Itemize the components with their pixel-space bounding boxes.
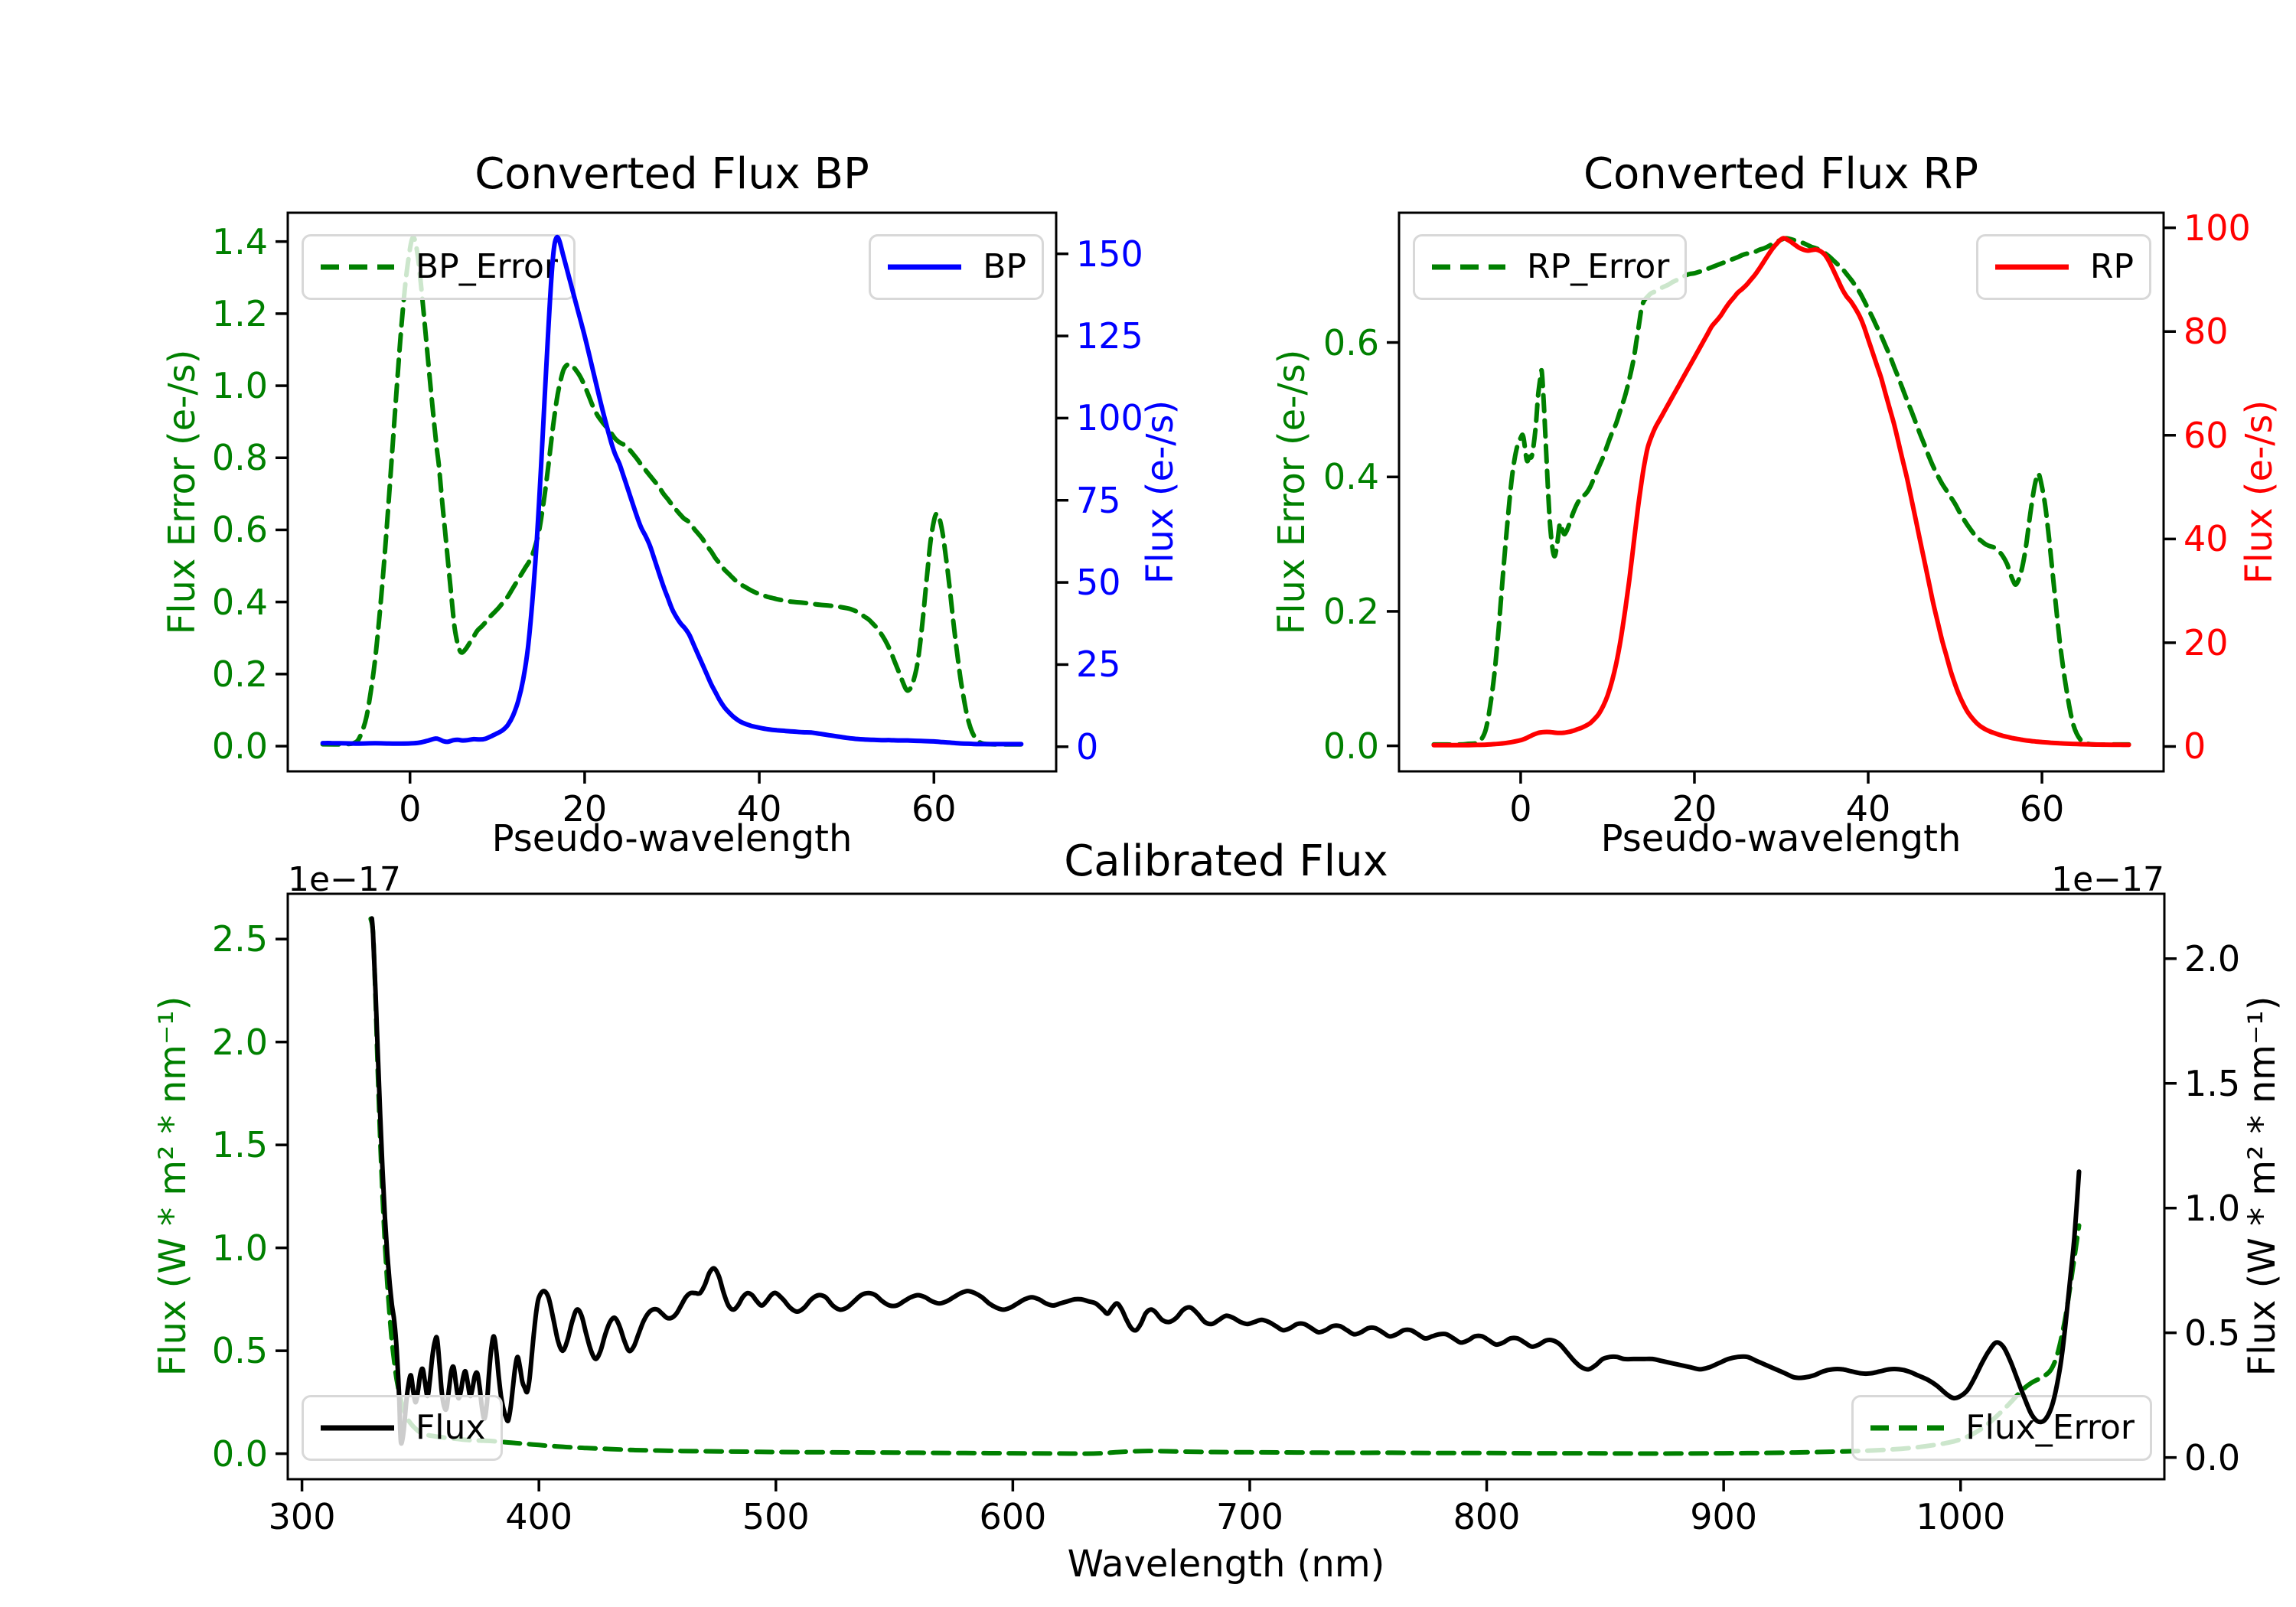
legend-rp: RP bbox=[1975, 234, 2151, 301]
axes-spines bbox=[286, 892, 2166, 1481]
series-rp bbox=[1431, 236, 2131, 748]
series-bp bbox=[320, 234, 1024, 747]
legend-label: Flux bbox=[416, 1408, 486, 1447]
legend-label: BP bbox=[983, 247, 1026, 286]
legend-flux: Flux bbox=[302, 1395, 504, 1462]
dashed-line-sample bbox=[1869, 1424, 1945, 1432]
axes-spines bbox=[1397, 211, 2165, 773]
legend-flux-error: Flux_Error bbox=[1851, 1395, 2152, 1462]
legend-label: RP bbox=[2089, 247, 2134, 286]
dashed-line-sample bbox=[1430, 263, 1507, 271]
legend-label: RP_Error bbox=[1527, 247, 1670, 286]
solid-line-sample bbox=[319, 1424, 396, 1432]
axes-spines bbox=[286, 211, 1058, 773]
legend-rp-error: RP_Error bbox=[1413, 234, 1688, 301]
legend-bp: BP bbox=[869, 234, 1044, 301]
series-bp_error bbox=[320, 235, 1024, 747]
solid-line-sample bbox=[886, 263, 963, 271]
dashed-line-sample bbox=[319, 263, 396, 271]
legend-label: BP_Error bbox=[416, 247, 558, 286]
solid-line-sample bbox=[1994, 263, 2070, 271]
legend-bp-error: BP_Error bbox=[302, 234, 576, 301]
